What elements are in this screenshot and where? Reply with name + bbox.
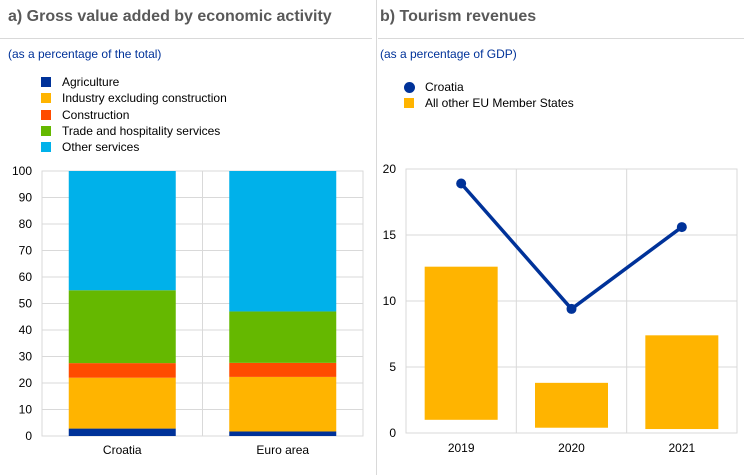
plot-frame xyxy=(41,170,364,437)
y-tick-label: 0 xyxy=(25,429,32,443)
panel-a-subtitle: (as a percentage of the total) xyxy=(8,47,162,61)
panel-b-subtitle: (as a percentage of GDP) xyxy=(380,47,517,61)
legend-swatch-other xyxy=(41,142,51,153)
legend-item-agriculture: Agriculture xyxy=(41,74,227,90)
legend-swatch-agriculture xyxy=(41,77,51,88)
x-tick-label: 2019 xyxy=(448,441,475,455)
point-croatia xyxy=(676,222,687,233)
point-croatia xyxy=(566,303,577,314)
legend-item-trade: Trade and hospitality services xyxy=(41,123,227,139)
legend-item-eu: All other EU Member States xyxy=(404,95,574,111)
legend-swatch-construction xyxy=(41,109,51,120)
legend-item-industry: Industry excluding construction xyxy=(41,90,227,106)
y-tick-label: 10 xyxy=(19,403,33,417)
bar-segment-other xyxy=(229,171,337,312)
legend-label-other: Other services xyxy=(62,140,140,155)
panel-b-title: b) Tourism revenues xyxy=(380,8,537,25)
legend-swatch-trade xyxy=(41,126,51,137)
legend-swatch-eu xyxy=(404,98,414,109)
panel-a-title-rule xyxy=(0,38,372,39)
bar-eu-range xyxy=(535,382,608,428)
legend-item-other: Other services xyxy=(41,139,227,155)
y-tick-label: 0 xyxy=(389,426,396,440)
bar-eu-range xyxy=(424,266,498,420)
bar-segment-construction xyxy=(68,363,176,378)
bar-eu-range xyxy=(645,335,719,430)
legend-label-trade: Trade and hospitality services xyxy=(62,124,221,139)
y-tick-label: 60 xyxy=(19,270,33,284)
legend-label-construction: Construction xyxy=(62,107,130,122)
y-tick-label: 90 xyxy=(19,191,33,205)
legend-label-agriculture: Agriculture xyxy=(62,75,120,90)
bar-segment-industry xyxy=(229,376,337,432)
point-croatia xyxy=(456,178,467,189)
x-tick-label: Croatia xyxy=(103,443,142,457)
bar-segment-agriculture xyxy=(68,428,176,436)
y-tick-label: 50 xyxy=(19,297,33,311)
panel-b-title-rule xyxy=(378,38,744,39)
legend-label-croatia: Croatia xyxy=(425,80,464,95)
y-tick-label: 15 xyxy=(383,228,397,242)
y-tick-label: 20 xyxy=(383,162,397,176)
legend-swatch-industry xyxy=(41,93,51,104)
panel-a-title: a) Gross value added by economic activit… xyxy=(8,8,332,25)
y-tick-label: 100 xyxy=(12,164,32,178)
legend-item-croatia: Croatia xyxy=(404,79,574,95)
y-tick-label: 70 xyxy=(19,244,33,258)
bar-segment-construction xyxy=(229,362,337,377)
legend-marker-croatia xyxy=(404,81,415,93)
panel-divider xyxy=(376,0,377,475)
bar-segment-trade xyxy=(68,290,176,364)
bar-segment-other xyxy=(68,171,176,291)
x-tick-label: 2020 xyxy=(558,441,585,455)
x-tick-label: Euro area xyxy=(256,443,309,457)
y-tick-label: 20 xyxy=(19,376,33,390)
legend-label-eu: All other EU Member States xyxy=(425,96,574,111)
x-tick-label: 2021 xyxy=(668,441,695,455)
bar-segment-trade xyxy=(229,311,337,363)
bar-segment-industry xyxy=(68,377,176,429)
panel-b-chart: 0 5 10 15 20 2019 2020 2021 xyxy=(383,162,738,455)
legend-label-industry: Industry excluding construction xyxy=(62,91,227,106)
y-tick-label: 40 xyxy=(19,323,33,337)
plot-frame xyxy=(405,168,738,434)
panel-a-chart: 0 10 20 30 40 50 60 70 80 90 100 Croatia Euro area xyxy=(12,164,364,457)
y-tick-label: 10 xyxy=(383,294,397,308)
y-tick-label: 30 xyxy=(19,350,33,364)
panel-b-legend: Croatia All other EU Member States xyxy=(404,79,574,112)
y-tick-label: 5 xyxy=(389,360,396,374)
panel-a-legend: Agriculture Industry excluding construct… xyxy=(41,74,227,155)
bar-segment-agriculture xyxy=(229,431,337,436)
legend-item-construction: Construction xyxy=(41,107,227,123)
y-tick-label: 80 xyxy=(19,217,33,231)
